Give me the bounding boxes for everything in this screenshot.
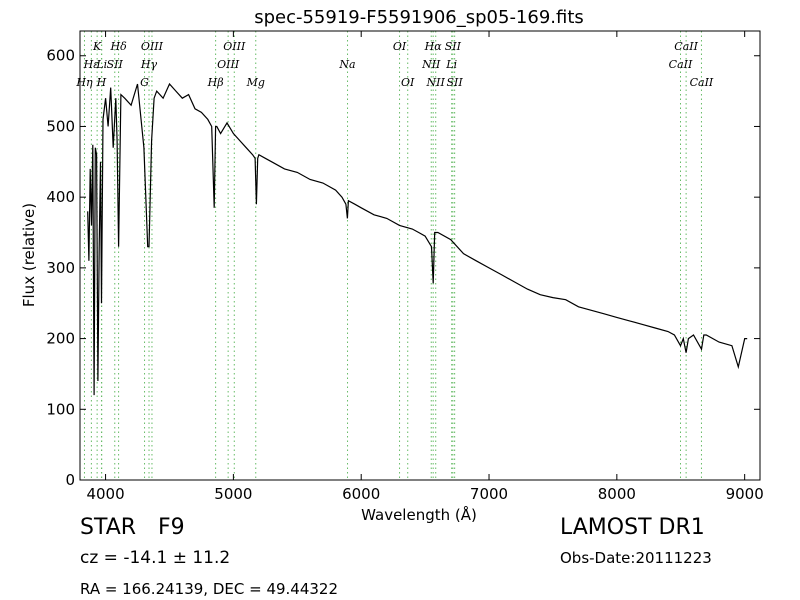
y-axis-ticks: 0 100 200 300 400 500 600: [46, 47, 760, 489]
x-tick-label-3: 7000: [470, 485, 508, 503]
line-label-7: CaII: [674, 40, 698, 53]
line-label-0: K: [92, 40, 102, 53]
observation-date: Obs-Date:20111223: [560, 549, 712, 567]
line-label-3: OIII: [223, 40, 246, 53]
line-label-9: Li: [95, 58, 107, 71]
line-label-24: SII: [447, 76, 464, 89]
line-label-5: Hα: [424, 40, 443, 53]
line-label-18: H: [96, 76, 107, 89]
y-tick-label-4: 400: [46, 188, 75, 206]
chart-title: spec-55919-F5591906_sp05-169.fits: [254, 7, 584, 28]
y-tick-label-1: 100: [46, 400, 75, 418]
line-label-23: NII: [426, 76, 446, 89]
survey-name: LAMOST DR1: [560, 515, 705, 540]
x-axis-label: Wavelength (Å): [361, 505, 477, 524]
line-label-8: Hε: [83, 58, 100, 71]
x-tick-label-2: 6000: [342, 485, 380, 503]
line-label-20: Hβ: [207, 76, 224, 89]
line-label-2: OIII: [141, 40, 164, 53]
y-tick-label-6: 600: [46, 47, 75, 65]
line-label-16: CaII: [669, 58, 693, 71]
redshift-cz: cz = -14.1 ± 11.2: [80, 548, 231, 568]
x-axis-ticks: 4000 5000 6000 7000 8000 9000: [86, 31, 764, 503]
line-label-1: Hδ: [109, 40, 127, 53]
y-tick-label-2: 200: [46, 330, 75, 348]
line-label-22: OI: [401, 76, 415, 89]
spectral-line-markers: [83, 31, 702, 480]
line-label-14: NII: [421, 58, 441, 71]
y-tick-label-5: 500: [46, 117, 75, 135]
plot-frame: [79, 30, 761, 481]
spectral-subclass: F9: [158, 515, 185, 540]
line-label-19: G: [140, 76, 149, 89]
line-label-4: OI: [393, 40, 407, 53]
line-label-13: Na: [338, 58, 355, 71]
y-axis-label: Flux (relative): [20, 203, 38, 307]
x-tick-label-1: 5000: [214, 485, 252, 503]
line-label-12: OIII: [217, 58, 240, 71]
y-tick-label-3: 300: [46, 259, 75, 277]
line-label-6: SII: [445, 40, 462, 53]
coordinates: RA = 166.24139, DEC = 49.44322: [80, 580, 339, 598]
x-tick-label-0: 4000: [86, 485, 124, 503]
line-label-10: SII: [107, 58, 124, 71]
line-label-15: Li: [445, 58, 457, 71]
line-label-21: Mg: [246, 76, 265, 89]
line-label-17: Hη: [75, 76, 93, 89]
line-label-25: CaII: [690, 76, 714, 89]
object-class: STAR: [80, 515, 137, 540]
y-tick-label-0: 0: [65, 471, 75, 489]
line-label-11: Hγ: [140, 58, 158, 71]
x-tick-label-4: 8000: [598, 485, 636, 503]
x-tick-label-5: 9000: [726, 485, 764, 503]
spectrum-series-line: [87, 82, 748, 396]
